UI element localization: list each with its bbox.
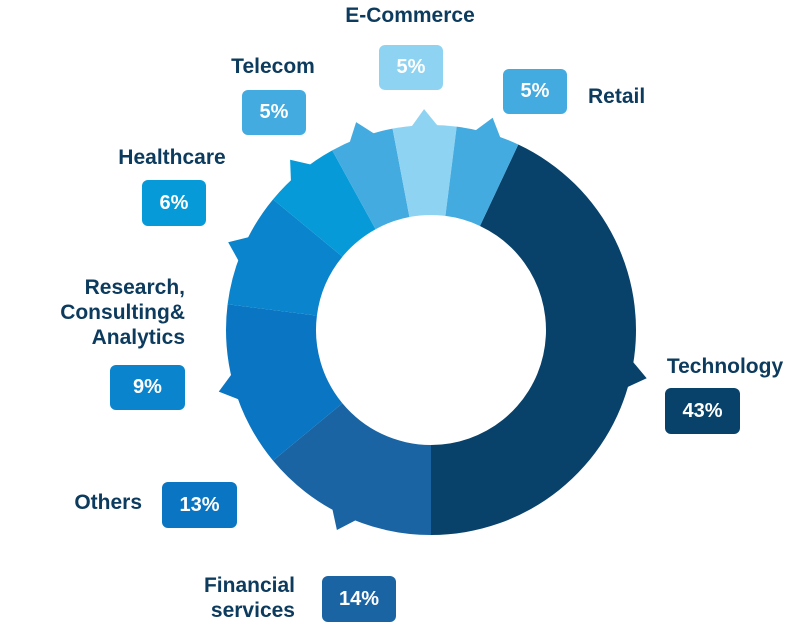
category-label: E-Commerce	[345, 4, 475, 27]
donut-slice	[273, 403, 431, 535]
category-label: Technology	[666, 355, 784, 378]
category-label: Research, Consulting& Analytics	[60, 276, 185, 349]
slice-notch	[218, 372, 241, 401]
value-label: 5%	[503, 69, 567, 114]
slice-notch	[331, 507, 358, 530]
value-label: 43%	[665, 388, 740, 434]
value-label: 6%	[142, 180, 206, 226]
donut-slice	[392, 125, 457, 218]
slice-notch	[473, 117, 502, 140]
donut-slice	[431, 144, 636, 536]
value-label: 5%	[242, 90, 306, 135]
category-label: Financial services	[203, 574, 295, 622]
value-label: 9%	[110, 365, 185, 410]
value-label: 13%	[162, 482, 237, 528]
value-label: 5%	[379, 45, 443, 90]
category-label: Telecom	[231, 55, 315, 78]
donut-slice	[227, 199, 343, 316]
category-label: Healthcare	[118, 146, 226, 169]
donut-slice	[226, 304, 343, 461]
category-label: Others	[74, 491, 142, 514]
donut-slice	[273, 150, 376, 257]
slice-notch	[349, 122, 376, 145]
slice-notch	[410, 109, 439, 129]
slice-notch	[625, 360, 647, 388]
slice-notch	[228, 236, 251, 263]
donut-slice	[445, 126, 519, 226]
value-label: 14%	[322, 576, 396, 622]
category-label: Retail	[588, 85, 646, 108]
slice-notch	[290, 159, 313, 183]
donut-slice	[332, 128, 410, 230]
